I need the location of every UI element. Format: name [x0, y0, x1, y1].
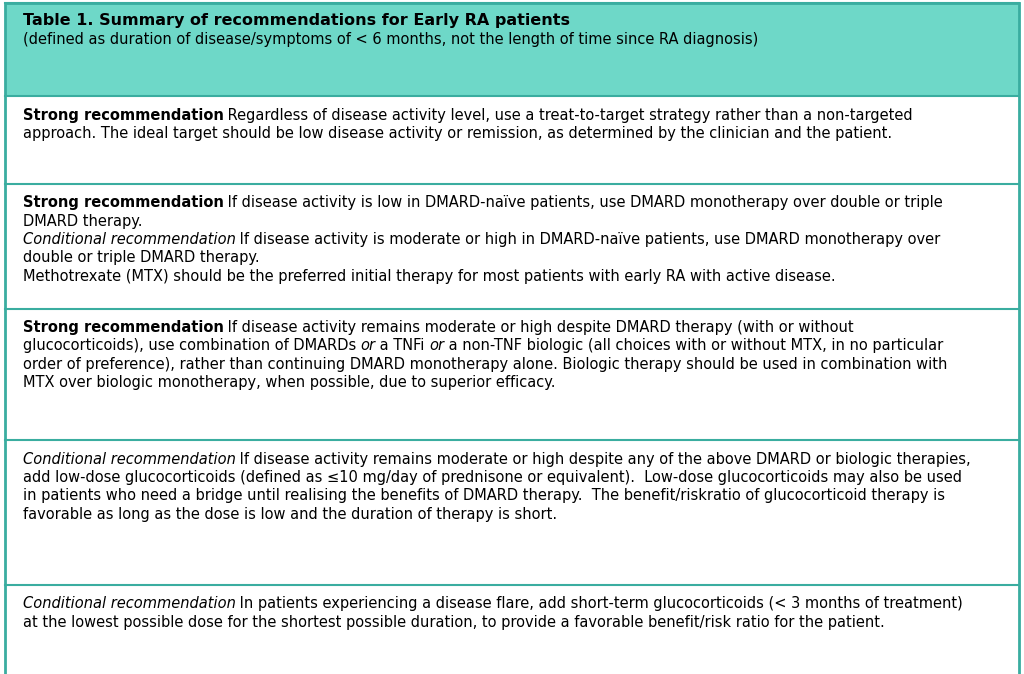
Text: Regardless of disease activity level, use a treat-to-target strategy rather than: Regardless of disease activity level, us…	[223, 108, 913, 123]
Text: Strong recommendation: Strong recommendation	[23, 320, 223, 335]
Text: a TNFi: a TNFi	[376, 338, 429, 353]
Text: If disease activity remains moderate or high despite any of the above DMARD or b: If disease activity remains moderate or …	[236, 452, 971, 466]
Bar	[5, 309, 1019, 440]
Text: Conditional recommendation: Conditional recommendation	[23, 232, 236, 247]
Text: or: or	[360, 338, 376, 353]
Text: a non-TNF biologic (all choices with or without MTX, in no particular: a non-TNF biologic (all choices with or …	[444, 338, 944, 353]
Text: favorable as long as the dose is low and the duration of therapy is short.: favorable as long as the dose is low and…	[23, 507, 557, 522]
Bar	[5, 184, 1019, 309]
Bar	[5, 440, 1019, 585]
Text: In patients experiencing a disease flare, add short-term glucocorticoids (< 3 mo: In patients experiencing a disease flare…	[236, 596, 964, 611]
Text: Conditional recommendation: Conditional recommendation	[23, 596, 236, 611]
Text: Conditional recommendation: Conditional recommendation	[23, 452, 236, 466]
Text: Methotrexate (MTX) should be the preferred initial therapy for most patients wit: Methotrexate (MTX) should be the preferr…	[23, 269, 836, 284]
Text: glucocorticoids), use combination of DMARDs: glucocorticoids), use combination of DMA…	[23, 338, 360, 353]
Text: or: or	[429, 338, 444, 353]
Text: double or triple DMARD therapy.: double or triple DMARD therapy.	[23, 251, 259, 266]
Text: If disease activity is moderate or high in DMARD-naïve patients, use DMARD monot: If disease activity is moderate or high …	[236, 232, 941, 247]
Text: MTX over biologic monotherapy, when possible, due to superior efficacy.: MTX over biologic monotherapy, when poss…	[23, 375, 555, 390]
Bar	[5, 96, 1019, 184]
Text: DMARD therapy.: DMARD therapy.	[23, 214, 142, 228]
Text: Table 1. Summary of recommendations for Early RA patients: Table 1. Summary of recommendations for …	[23, 13, 569, 28]
Text: at the lowest possible dose for the shortest possible duration, to provide a fav: at the lowest possible dose for the shor…	[23, 615, 885, 630]
Text: add low-dose glucocorticoids (defined as ≤10 mg/day of prednisone or equivalent): add low-dose glucocorticoids (defined as…	[23, 470, 962, 485]
Bar	[5, 585, 1019, 674]
Text: Strong recommendation: Strong recommendation	[23, 108, 223, 123]
Text: order of preference), rather than continuing DMARD monotherapy alone. Biologic t: order of preference), rather than contin…	[23, 357, 947, 372]
Text: in patients who need a bridge until realising the benefits of DMARD therapy.  Th: in patients who need a bridge until real…	[23, 488, 944, 503]
Text: approach. The ideal target should be low disease activity or remission, as deter: approach. The ideal target should be low…	[23, 126, 892, 141]
Text: (defined as duration of disease/symptoms of < 6 months, not the length of time s: (defined as duration of disease/symptoms…	[23, 32, 758, 47]
Bar	[5, 3, 1019, 96]
Text: Strong recommendation: Strong recommendation	[23, 195, 223, 210]
Text: If disease activity remains moderate or high despite DMARD therapy (with or with: If disease activity remains moderate or …	[223, 320, 854, 335]
Text: If disease activity is low in DMARD-naïve patients, use DMARD monotherapy over d: If disease activity is low in DMARD-naïv…	[223, 195, 943, 210]
